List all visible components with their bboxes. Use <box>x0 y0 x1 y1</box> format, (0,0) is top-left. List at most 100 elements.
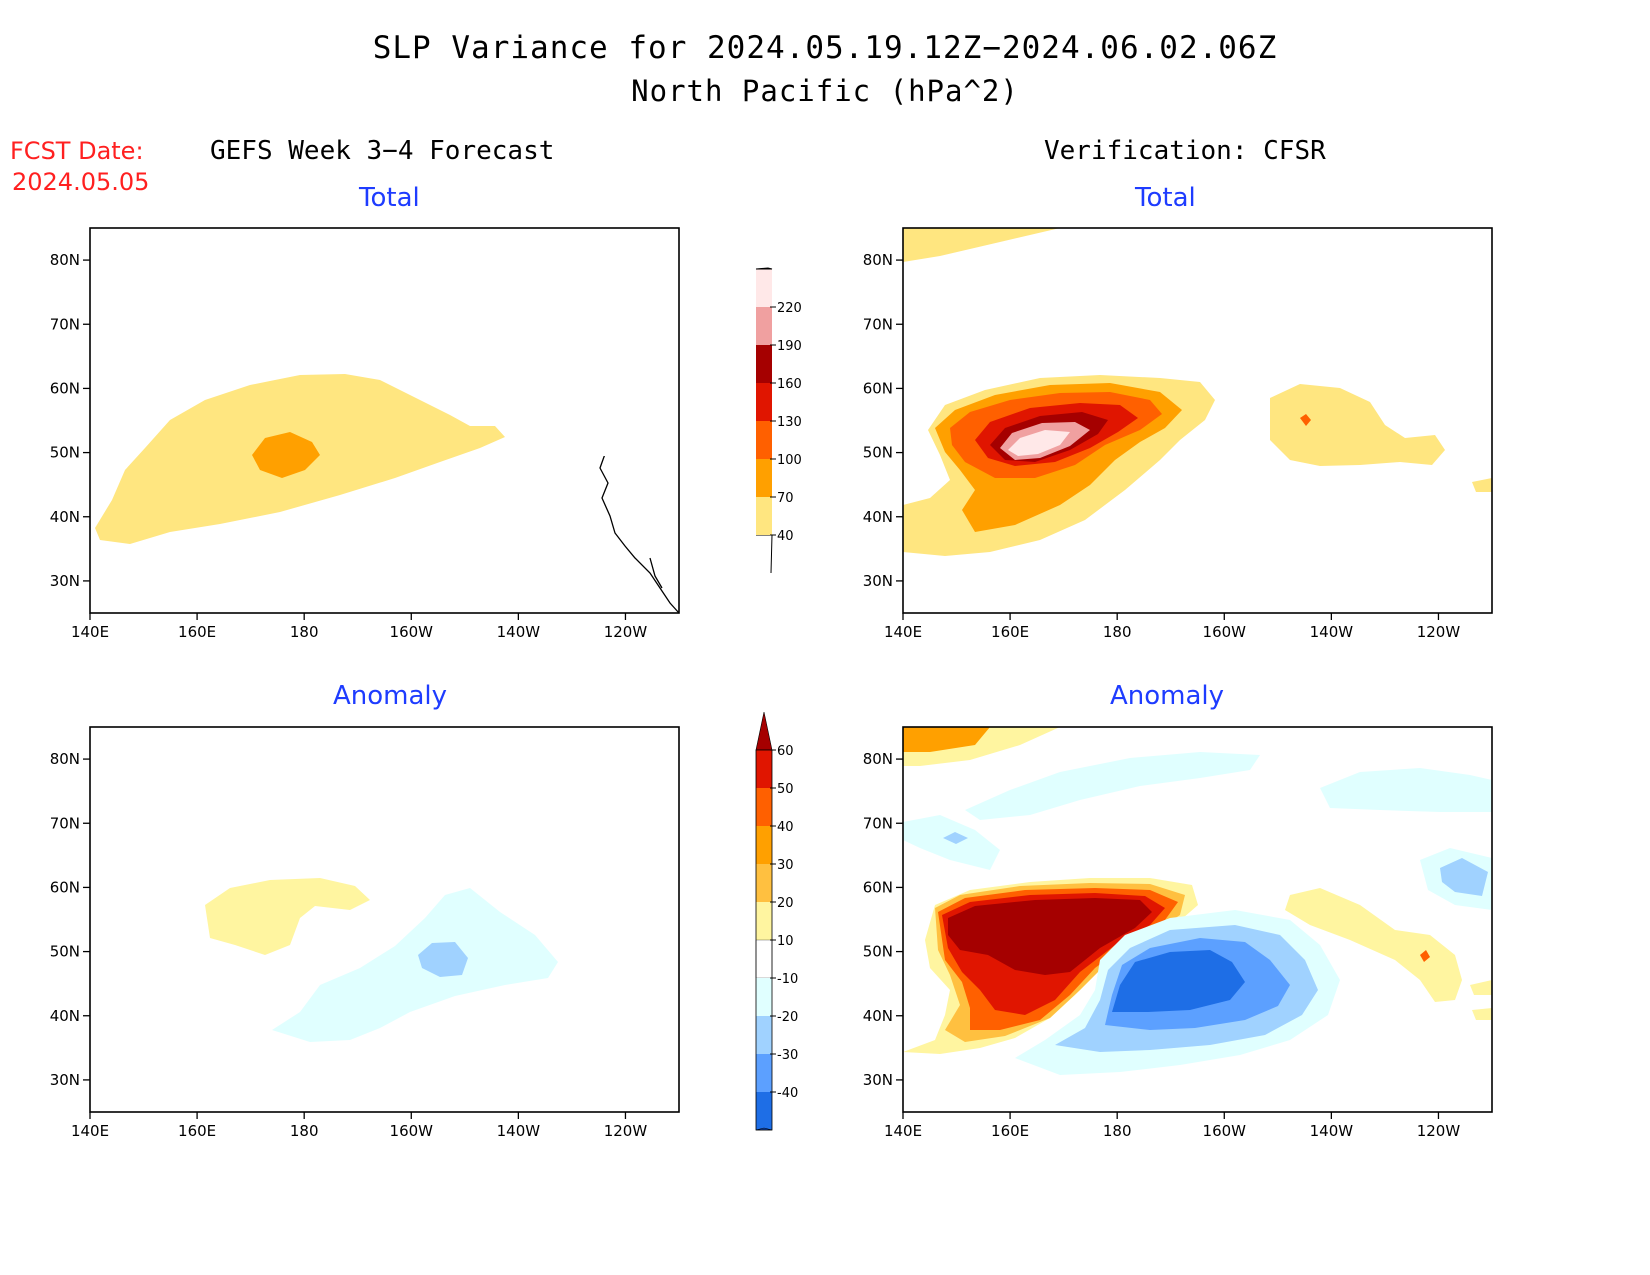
colorbar-anomaly-segment <box>756 788 772 826</box>
x-tick-label: 140W <box>497 623 541 641</box>
colorbar-total-label: 70 <box>777 491 794 506</box>
colorbar-total-segment <box>756 345 772 383</box>
gefs-anomaly-axes: 140E 160E 180 160W 140W 120W 80N 70N 60N 50N 40N 30… <box>50 750 648 1140</box>
x-tick-label: 160W <box>1203 623 1247 641</box>
y-tick-label: 50N <box>50 444 80 462</box>
colorbar-anomaly-segment <box>756 750 772 788</box>
colorbar-anomaly-segment <box>756 978 772 1016</box>
figure-title: SLP Variance for 2024.05.19.12Z−2024.06.… <box>372 30 1278 66</box>
y-tick-label: 40N <box>50 1007 80 1025</box>
colorbar-total-segment <box>756 421 772 459</box>
cfsr-anomaly-contour-50 <box>948 898 1152 975</box>
y-tick-label: 50N <box>863 943 893 961</box>
colorbar-anomaly-label: 30 <box>777 858 794 873</box>
colorbar-anomaly-label: -10 <box>777 972 798 987</box>
x-tick-label: 160E <box>178 1122 216 1140</box>
gefs-total-contour-70 <box>252 432 320 478</box>
gefs-anomaly-contour-neg10 <box>272 888 558 1042</box>
y-tick-label: 40N <box>50 508 80 526</box>
x-tick-label: 120W <box>604 623 648 641</box>
colorbar-total-segment <box>756 383 772 421</box>
x-tick-label: 160E <box>178 623 216 641</box>
y-tick-label: 30N <box>863 572 893 590</box>
gefs-anomaly-contour-10 <box>205 878 370 955</box>
colorbar-total-label: 130 <box>777 415 802 430</box>
x-tick-label: 160E <box>991 623 1029 641</box>
colorbar-anomaly-label: -40 <box>777 1086 798 1101</box>
cfsr-anomaly-frame <box>902 726 1493 1113</box>
y-tick-label: 40N <box>863 508 893 526</box>
colorbar-anomaly-segment <box>756 1054 772 1092</box>
colorbar-anomaly: 60 50 40 30 20 10 -10 -20 -30 -40 <box>755 711 798 1131</box>
panel-gefs-total: 140E 160E 180 160W 140W 120W 80N 70N 60N 50N 40N 30… <box>50 227 680 641</box>
x-tick-label: 140W <box>1310 623 1354 641</box>
x-tick-label: 180 <box>1103 1122 1132 1140</box>
colorbar-anomaly-label: 10 <box>777 934 794 949</box>
colorbar-anomaly-label: 40 <box>777 820 794 835</box>
colorbar-total-label: 220 <box>777 301 802 316</box>
colorbar-anomaly-segment <box>755 939 773 979</box>
x-tick-label: 160W <box>390 1122 434 1140</box>
right-column-title: Verification: CFSR <box>1044 136 1326 166</box>
y-tick-label: 80N <box>863 750 893 768</box>
cfsr-total-frame <box>902 227 1493 614</box>
x-tick-label: 140E <box>71 623 109 641</box>
y-tick-label: 70N <box>863 315 893 333</box>
y-tick-label: 30N <box>863 1071 893 1089</box>
y-tick-label: 70N <box>863 814 893 832</box>
panel-gefs-anomaly-title: Anomaly <box>333 681 448 711</box>
colorbar-anomaly-head <box>755 711 773 751</box>
x-tick-label: 140W <box>497 1122 541 1140</box>
panel-gefs-total-title: Total <box>359 183 420 213</box>
y-tick-label: 50N <box>50 943 80 961</box>
gefs-total-axes: 140E 160E 180 160W 140W 120W 80N 70N 60N 50N 40N 30… <box>50 251 648 641</box>
panel-gefs-anomaly: 140E 160E 180 160W 140W 120W 80N 70N 60N 50N 40N 30… <box>50 726 680 1140</box>
x-tick-label: 140E <box>884 623 922 641</box>
x-tick-label: 120W <box>1417 1122 1461 1140</box>
cfsr-anomaly-axes: 140E 160E 180 160W 140W 120W 80N 70N 60N 50N 40N 30… <box>863 750 1461 1140</box>
colorbar-total-label: 40 <box>777 529 794 544</box>
y-tick-label: 70N <box>50 814 80 832</box>
colorbar-anomaly-label: -20 <box>777 1010 798 1025</box>
colorbar-anomaly-segment <box>756 1092 772 1130</box>
fcst-date-value: 2024.05.05 <box>12 168 150 196</box>
colorbar-total-head <box>755 267 773 270</box>
colorbar-anomaly-segment <box>756 864 772 902</box>
x-tick-label: 180 <box>1103 623 1132 641</box>
cfsr-total-contour-40-arctic <box>903 228 1060 262</box>
panel-cfsr-anomaly-title: Anomaly <box>1110 681 1225 711</box>
colorbar-total-segment <box>756 459 772 497</box>
y-tick-label: 80N <box>863 251 893 269</box>
left-column-title: GEFS Week 3−4 Forecast <box>210 136 555 166</box>
y-tick-label: 60N <box>863 379 893 397</box>
gefs-total-frame <box>89 227 680 614</box>
x-tick-label: 140W <box>1310 1122 1354 1140</box>
figure-subtitle: North Pacific (hPa^2) <box>631 74 1019 108</box>
panel-cfsr-total: 140E 160E 180 160W 140W 120W 80N 70N 60N 50N 40N 30… <box>863 227 1493 641</box>
x-tick-label: 160E <box>991 1122 1029 1140</box>
y-tick-label: 80N <box>50 251 80 269</box>
x-tick-label: 180 <box>290 1122 319 1140</box>
colorbar-total-label: 100 <box>777 453 802 468</box>
colorbar-total-segment <box>756 497 772 535</box>
colorbar-anomaly-label: 60 <box>777 744 794 759</box>
colorbar-anomaly-segment <box>756 902 772 940</box>
x-tick-label: 120W <box>604 1122 648 1140</box>
cfsr-total-contour-220 <box>1008 430 1070 456</box>
colorbar-anomaly-label: 20 <box>777 896 794 911</box>
colorbar-anomaly-segment <box>756 1016 772 1054</box>
colorbar-total: 40 70 100 130 160 190 220 <box>755 267 802 574</box>
y-tick-label: 80N <box>50 750 80 768</box>
y-tick-label: 70N <box>50 315 80 333</box>
colorbar-total-segment <box>756 269 772 307</box>
x-tick-label: 180 <box>290 623 319 641</box>
y-tick-label: 60N <box>50 379 80 397</box>
gefs-anomaly-frame <box>89 726 680 1113</box>
colorbar-total-segment <box>756 307 772 345</box>
panel-cfsr-total-title: Total <box>1135 183 1196 213</box>
colorbar-anomaly-label: -30 <box>777 1048 798 1063</box>
colorbar-total-tail <box>756 534 773 574</box>
panel-cfsr-anomaly: 140E 160E 180 160W 140W 120W 80N 70N 60N 50N 40N 30… <box>863 726 1493 1140</box>
y-tick-label: 30N <box>50 1071 80 1089</box>
